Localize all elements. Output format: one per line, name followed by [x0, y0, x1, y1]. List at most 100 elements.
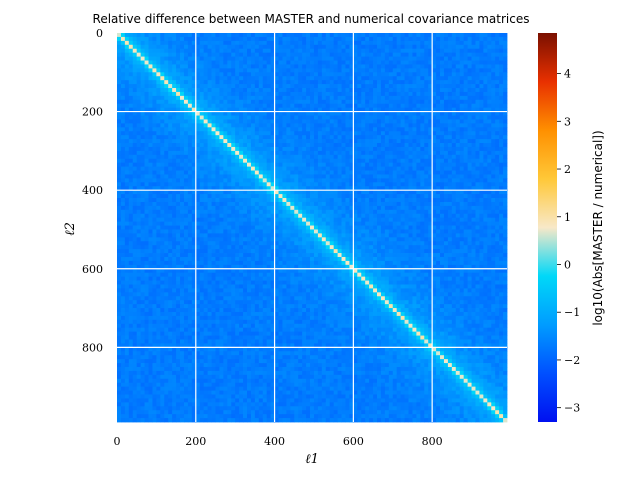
- heatmap-cell: [290, 146, 295, 152]
- heatmap-cell: [120, 304, 126, 309]
- heatmap-cell: [223, 115, 228, 120]
- heatmap-cell: [302, 217, 307, 223]
- heatmap-cell: [254, 276, 260, 281]
- heatmap-cell: [223, 284, 228, 289]
- heatmap-cell: [262, 378, 268, 384]
- heatmap-cell: [223, 194, 228, 199]
- heatmap-cell: [211, 127, 216, 132]
- heatmap-cell: [282, 68, 287, 73]
- heatmap-cell: [187, 123, 193, 128]
- heatmap-cell: [243, 154, 248, 160]
- heatmap-cell: [286, 91, 291, 97]
- heatmap-cell: [187, 68, 193, 73]
- heatmap-cell: [243, 166, 248, 171]
- heatmap-cell: [168, 315, 173, 321]
- heatmap-cell: [313, 80, 319, 85]
- heatmap-cell: [274, 33, 279, 38]
- heatmap-cell: [313, 36, 319, 42]
- heatmap-cell: [239, 213, 244, 219]
- heatmap-cell: [183, 146, 189, 152]
- heatmap-cell: [286, 107, 291, 112]
- heatmap-cell: [132, 339, 138, 344]
- heatmap-cell: [278, 95, 283, 101]
- heatmap-cell: [164, 64, 169, 69]
- heatmap-cell: [191, 382, 197, 388]
- heatmap-cell: [270, 146, 275, 152]
- heatmap-cell: [164, 209, 169, 215]
- heatmap-cell: [144, 260, 149, 266]
- heatmap-cell: [156, 72, 161, 77]
- heatmap-cell: [136, 213, 142, 219]
- heatmap-cell: [247, 158, 252, 164]
- heatmap-cell: [160, 264, 165, 270]
- heatmap-cell: [132, 394, 138, 399]
- heatmap-cell: [298, 76, 303, 81]
- heatmap-cell: [247, 166, 252, 171]
- heatmap-cell: [313, 52, 319, 57]
- heatmap-cell: [132, 162, 138, 167]
- heatmap-cell: [294, 166, 299, 171]
- heatmap-cell: [262, 139, 268, 144]
- heatmap-cell: [298, 272, 303, 278]
- heatmap-cell: [172, 33, 177, 38]
- heatmap-cell: [219, 268, 224, 274]
- heatmap-cell: [132, 80, 138, 85]
- heatmap-cell: [136, 311, 142, 317]
- heatmap-cell: [266, 84, 272, 89]
- heatmap-cell: [313, 68, 319, 73]
- heatmap-cell: [310, 158, 315, 164]
- heatmap-cell: [152, 213, 157, 219]
- heatmap-cell: [278, 331, 283, 336]
- heatmap-cell: [211, 60, 216, 65]
- heatmap-cell: [195, 300, 201, 305]
- heatmap-cell: [207, 174, 212, 179]
- heatmap-cell: [223, 276, 228, 281]
- heatmap-cell: [187, 241, 193, 246]
- heatmap-cell: [168, 394, 173, 399]
- heatmap-cell: [132, 182, 138, 187]
- heatmap-cell: [160, 186, 165, 191]
- heatmap-cell: [231, 323, 236, 329]
- heatmap-cell: [187, 343, 193, 348]
- heatmap-cell: [180, 36, 185, 42]
- heatmap-cell: [180, 174, 185, 179]
- heatmap-cell: [199, 95, 205, 101]
- heatmap-cell: [128, 359, 134, 364]
- heatmap-cell: [148, 249, 153, 254]
- heatmap-cell: [282, 72, 287, 77]
- heatmap-cell: [117, 335, 122, 340]
- heatmap-cell: [223, 414, 228, 419]
- heatmap-cell: [231, 123, 236, 128]
- heatmap-cell: [136, 107, 142, 112]
- heatmap-cell: [183, 315, 189, 321]
- heatmap-cell: [274, 323, 279, 329]
- heatmap-cell: [144, 394, 149, 399]
- heatmap-cell: [164, 378, 169, 384]
- heatmap-cell: [282, 60, 287, 65]
- heatmap-cell: [136, 182, 142, 187]
- heatmap-cell: [266, 72, 272, 77]
- heatmap-cell: [168, 143, 173, 148]
- heatmap-cell: [247, 64, 252, 69]
- heatmap-cell: [262, 402, 268, 407]
- heatmap-cell: [266, 139, 272, 144]
- heatmap-cell: [191, 174, 197, 179]
- heatmap-cell: [211, 135, 216, 140]
- heatmap-cell: [156, 355, 161, 360]
- heatmap-cell: [120, 127, 126, 132]
- heatmap-cell: [282, 127, 287, 132]
- heatmap-cell: [160, 146, 165, 152]
- heatmap-cell: [195, 233, 201, 238]
- heatmap-cell: [227, 84, 232, 89]
- heatmap-cell: [128, 363, 134, 368]
- heatmap-cell: [310, 319, 315, 325]
- heatmap-cell: [270, 347, 275, 352]
- heatmap-cell: [132, 84, 138, 89]
- heatmap-cell: [152, 127, 157, 132]
- heatmap-cell: [207, 335, 212, 340]
- heatmap-cell: [270, 331, 275, 336]
- heatmap-cell: [219, 225, 224, 230]
- heatmap-cell: [124, 343, 130, 348]
- heatmap-cell: [262, 311, 268, 317]
- heatmap-cell: [172, 253, 177, 258]
